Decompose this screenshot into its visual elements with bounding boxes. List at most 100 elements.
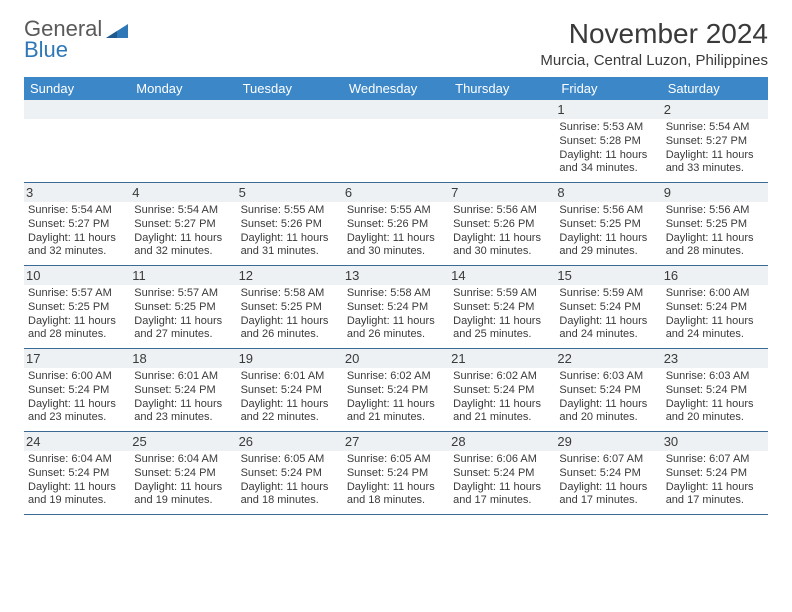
day-cell: 22Sunrise: 6:03 AMSunset: 5:24 PMDayligh…	[555, 349, 661, 432]
day-detail: Sunrise: 5:53 AMSunset: 5:28 PMDaylight:…	[559, 121, 657, 176]
day-detail: Sunrise: 5:56 AMSunset: 5:25 PMDaylight:…	[559, 204, 657, 259]
day-cell: 4Sunrise: 5:54 AMSunset: 5:27 PMDaylight…	[130, 183, 236, 266]
day-cell: 11 Sunrise: 5:57 AMSunset: 5:25 PMDayligh…	[130, 266, 236, 349]
day-cell: 27 Sunrise: 6:05 AMSunset: 5:24 PMDayligh…	[343, 432, 449, 515]
day-number: 25	[130, 432, 236, 451]
logo-word2: Blue	[24, 39, 102, 61]
weekday-header: Friday	[555, 77, 661, 100]
day-cell: 30 Sunrise: 6:07 AMSunset: 5:24 PMDayligh…	[662, 432, 768, 515]
day-number: 23	[662, 349, 768, 368]
day-cell: 17Sunrise: 6:00 AMSunset: 5:24 PMDayligh…	[24, 349, 130, 432]
day-cell	[343, 100, 449, 183]
day-number	[343, 100, 449, 119]
day-cell: 29Sunrise: 6:07 AMSunset: 5:24 PMDayligh…	[555, 432, 661, 515]
day-cell: 1 Sunrise: 5:53 AMSunset: 5:28 PMDaylight…	[555, 100, 661, 183]
day-number: 28	[449, 432, 555, 451]
day-detail: Sunrise: 5:56 AMSunset: 5:25 PMDaylight:…	[666, 204, 764, 259]
day-detail: Sunrise: 5:54 AMSunset: 5:27 PMDaylight:…	[28, 204, 126, 259]
weekday-header-row: SundayMondayTuesdayWednesdayThursdayFrid…	[24, 77, 768, 100]
day-cell: 13Sunrise: 5:58 AMSunset: 5:24 PMDayligh…	[343, 266, 449, 349]
day-detail: Sunrise: 5:59 AMSunset: 5:24 PMDaylight:…	[453, 287, 551, 342]
day-detail: Sunrise: 6:07 AMSunset: 5:24 PMDaylight:…	[559, 453, 657, 508]
day-cell: 18Sunrise: 6:01 AMSunset: 5:24 PMDayligh…	[130, 349, 236, 432]
day-number: 17	[24, 349, 130, 368]
day-detail: Sunrise: 5:55 AMSunset: 5:26 PMDaylight:…	[241, 204, 339, 259]
day-detail: Sunrise: 5:54 AMSunset: 5:27 PMDaylight:…	[134, 204, 232, 259]
day-cell	[130, 100, 236, 183]
week-row: 1 Sunrise: 5:53 AMSunset: 5:28 PMDaylight…	[24, 100, 768, 183]
day-number: 19	[237, 349, 343, 368]
day-number: 11	[130, 266, 236, 285]
day-cell: 14 Sunrise: 5:59 AMSunset: 5:24 PMDayligh…	[449, 266, 555, 349]
day-detail: Sunrise: 6:03 AMSunset: 5:24 PMDaylight:…	[559, 370, 657, 425]
day-number	[449, 100, 555, 119]
day-detail: Sunrise: 6:07 AMSunset: 5:24 PMDaylight:…	[666, 453, 764, 508]
header: General Blue November 2024 Murcia, Centr…	[24, 18, 768, 69]
day-cell: 16 Sunrise: 6:00 AMSunset: 5:24 PMDayligh…	[662, 266, 768, 349]
day-cell: 6Sunrise: 5:55 AMSunset: 5:26 PMDaylight…	[343, 183, 449, 266]
week-row: 17Sunrise: 6:00 AMSunset: 5:24 PMDayligh…	[24, 349, 768, 432]
day-cell: 15 Sunrise: 5:59 AMSunset: 5:24 PMDayligh…	[555, 266, 661, 349]
day-detail: Sunrise: 6:01 AMSunset: 5:24 PMDaylight:…	[134, 370, 232, 425]
logo-triangle-icon	[106, 22, 130, 40]
calendar-table: SundayMondayTuesdayWednesdayThursdayFrid…	[24, 77, 768, 515]
day-number	[237, 100, 343, 119]
day-cell: 20 Sunrise: 6:02 AMSunset: 5:24 PMDayligh…	[343, 349, 449, 432]
day-number	[24, 100, 130, 119]
day-cell: 7Sunrise: 5:56 AMSunset: 5:26 PMDaylight…	[449, 183, 555, 266]
day-number: 7	[449, 183, 555, 202]
weekday-header: Monday	[130, 77, 236, 100]
day-cell: 2Sunrise: 5:54 AMSunset: 5:27 PMDaylight…	[662, 100, 768, 183]
weekday-header: Sunday	[24, 77, 130, 100]
month-title: November 2024	[540, 18, 768, 50]
day-number: 3	[24, 183, 130, 202]
day-detail: Sunrise: 5:57 AMSunset: 5:25 PMDaylight:…	[28, 287, 126, 342]
location: Murcia, Central Luzon, Philippines	[540, 52, 768, 69]
weekday-header: Saturday	[662, 77, 768, 100]
day-detail: Sunrise: 5:54 AMSunset: 5:27 PMDaylight:…	[666, 121, 764, 176]
day-number: 8	[555, 183, 661, 202]
day-cell: 10 Sunrise: 5:57 AMSunset: 5:25 PMDayligh…	[24, 266, 130, 349]
day-cell	[24, 100, 130, 183]
day-number: 24	[24, 432, 130, 451]
day-detail: Sunrise: 6:05 AMSunset: 5:24 PMDaylight:…	[241, 453, 339, 508]
day-cell: 24 Sunrise: 6:04 AMSunset: 5:24 PMDayligh…	[24, 432, 130, 515]
day-cell: 12 Sunrise: 5:58 AMSunset: 5:25 PMDayligh…	[237, 266, 343, 349]
day-cell	[237, 100, 343, 183]
day-number: 30	[662, 432, 768, 451]
day-detail: Sunrise: 6:01 AMSunset: 5:24 PMDaylight:…	[241, 370, 339, 425]
day-number: 14	[449, 266, 555, 285]
day-cell: 23 Sunrise: 6:03 AMSunset: 5:24 PMDayligh…	[662, 349, 768, 432]
day-number: 5	[237, 183, 343, 202]
day-detail: Sunrise: 6:06 AMSunset: 5:24 PMDaylight:…	[453, 453, 551, 508]
day-number: 12	[237, 266, 343, 285]
day-detail: Sunrise: 6:03 AMSunset: 5:24 PMDaylight:…	[666, 370, 764, 425]
day-number: 16	[662, 266, 768, 285]
week-row: 3Sunrise: 5:54 AMSunset: 5:27 PMDaylight…	[24, 183, 768, 266]
day-cell: 5 Sunrise: 5:55 AMSunset: 5:26 PMDaylight…	[237, 183, 343, 266]
day-number: 20	[343, 349, 449, 368]
day-number	[130, 100, 236, 119]
day-number: 27	[343, 432, 449, 451]
day-detail: Sunrise: 6:04 AMSunset: 5:24 PMDaylight:…	[28, 453, 126, 508]
day-cell: 25 Sunrise: 6:04 AMSunset: 5:24 PMDayligh…	[130, 432, 236, 515]
day-detail: Sunrise: 5:58 AMSunset: 5:25 PMDaylight:…	[241, 287, 339, 342]
week-row: 10Sunrise: 5:57 AMSunset: 5:25 PMDayligh…	[24, 266, 768, 349]
day-cell	[449, 100, 555, 183]
day-detail: Sunrise: 6:00 AMSunset: 5:24 PMDaylight:…	[666, 287, 764, 342]
day-number: 10	[24, 266, 130, 285]
day-number: 15	[555, 266, 661, 285]
day-detail: Sunrise: 6:04 AMSunset: 5:24 PMDaylight:…	[134, 453, 232, 508]
day-number: 1	[555, 100, 661, 119]
weekday-header: Thursday	[449, 77, 555, 100]
weekday-header: Tuesday	[237, 77, 343, 100]
weekday-header: Wednesday	[343, 77, 449, 100]
day-detail: Sunrise: 6:05 AMSunset: 5:24 PMDaylight:…	[347, 453, 445, 508]
logo: General Blue	[24, 18, 130, 61]
day-cell: 8 Sunrise: 5:56 AMSunset: 5:25 PMDaylight…	[555, 183, 661, 266]
day-detail: Sunrise: 5:57 AMSunset: 5:25 PMDaylight:…	[134, 287, 232, 342]
day-number: 26	[237, 432, 343, 451]
week-row: 24Sunrise: 6:04 AMSunset: 5:24 PMDayligh…	[24, 432, 768, 515]
day-detail: Sunrise: 6:02 AMSunset: 5:24 PMDaylight:…	[347, 370, 445, 425]
day-detail: Sunrise: 5:59 AMSunset: 5:24 PMDaylight:…	[559, 287, 657, 342]
